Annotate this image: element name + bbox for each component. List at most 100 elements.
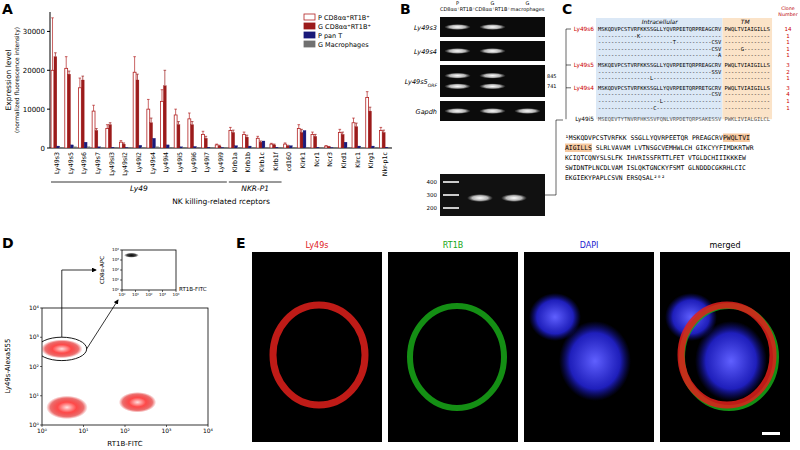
ladder-band [443,181,459,183]
bar [197,147,200,148]
y-tick-label: 10⁴ [29,304,40,311]
rt1b-stain [410,306,504,408]
error-cap [150,118,153,119]
bar [317,147,320,148]
error-bar [300,129,303,132]
x-tick-label: 10⁴ [172,292,179,297]
y-tick-label: 10¹ [29,392,40,399]
error-cap [54,52,57,53]
clone-header-line: Number [778,12,797,17]
error-line [367,92,368,98]
bar [177,125,180,148]
stain-group [410,306,504,408]
bar [259,142,262,148]
error-line [69,71,70,74]
ladder-label: 200 [427,205,438,211]
tm-region [723,18,773,119]
error-line [120,141,121,143]
rt1b-stain [682,306,776,408]
allele-name: Ly49s5 [574,62,595,69]
alignment-tm: PWQLTVIAIGILLS [725,85,770,91]
micrograph [660,252,790,442]
lane-label: PCD8αα⁺RT1B⁺ [440,0,476,12]
x-tick-label: Ly49s4 [149,152,157,174]
error-cap [133,56,136,57]
bar [276,147,279,148]
bar [92,111,95,148]
bar [119,142,122,148]
alignment-intra: -------------------------------------A [598,52,722,58]
error-bar [382,130,385,132]
plot-frame [122,250,176,290]
panel-label: C [562,1,572,17]
error-line [189,113,190,119]
x-axis-label: RT1B-FITC [179,286,207,292]
alignment-intra: -----------------------------------CSV [598,46,722,52]
ly49s-stain [273,305,365,405]
y-tick [120,290,122,291]
x-tick-label: cd160 [285,152,292,171]
bar [371,146,374,148]
error-cap [188,113,191,114]
error-line [271,143,272,145]
error-cap [355,123,358,124]
bar [163,86,166,148]
error-bar [352,118,355,123]
alignment-intra: ----------------L--------------------- [598,75,721,81]
error-line [82,76,83,80]
error-bar [380,127,383,130]
clone-count: 3 [786,62,790,68]
clone-count: 4 [786,91,790,97]
bar [60,147,63,148]
nucleus [529,293,581,341]
gel-product [467,194,493,202]
legend-swatch [304,23,315,29]
error-line [230,127,231,130]
bar [229,131,232,148]
y-axis-label: Expression level [4,50,13,111]
x-tick-label: Ly49s5 [67,152,75,174]
tree-trunk [566,29,567,119]
y-tick [120,260,122,261]
group-line [229,182,282,183]
bar [385,147,388,148]
error-cap [314,134,317,135]
lane-label-line: CD8αα⁺RT1B⁺ [440,6,476,12]
gel-strip [440,17,545,37]
row-label-sub: ORF [428,82,438,87]
error-bar [150,118,153,123]
error-line [244,132,245,134]
error-cap [352,118,355,119]
clone-count: 2 [786,69,790,75]
alignment-intra: ------------K------------------------- [598,33,721,39]
error-line [137,74,138,80]
error-cap [79,78,82,79]
ladder-label: 300 [427,192,438,198]
gel-band [444,24,471,30]
error-cap [339,129,342,130]
error-bar [133,57,136,73]
error-cap [270,143,273,144]
legend-label: G Macrophages [318,41,369,49]
error-cap [123,142,126,143]
error-line [285,143,286,144]
alignment-tm: -------------- [725,105,770,111]
region-label: TM [741,18,751,25]
clone-count: 1 [786,52,790,58]
bar [265,147,268,148]
error-cap [177,121,180,122]
bar [68,74,71,148]
y-tick [47,70,50,71]
bar [71,145,74,148]
alignment-tm: -------------- [725,33,770,39]
error-cap [382,130,385,131]
bar [150,123,153,148]
error-bar [355,123,358,126]
error-bar [81,76,84,80]
bar [84,142,87,148]
cell-population [46,396,88,419]
x-tick-label: Ly49s3 [53,152,61,174]
bars [51,18,391,148]
error-line [107,125,108,129]
x-tick-label: 10² [120,427,131,434]
